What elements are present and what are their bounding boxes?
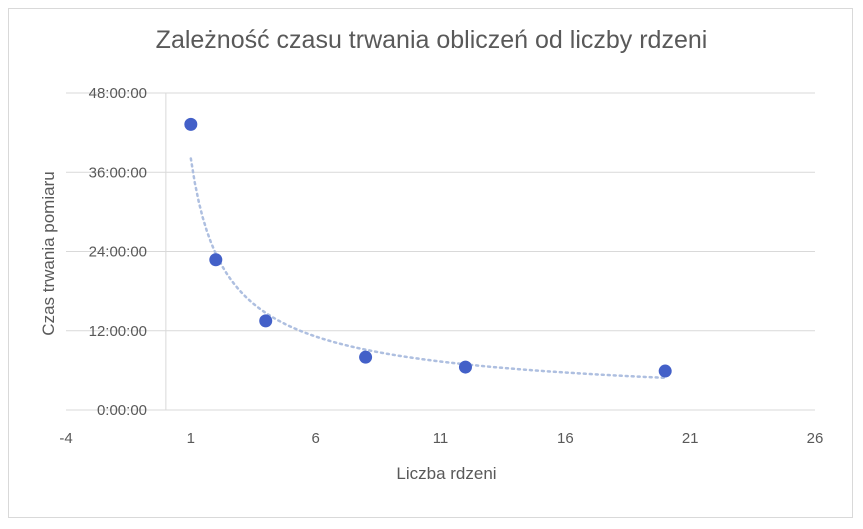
y-tick-label: 48:00:00 bbox=[89, 85, 147, 102]
x-tick-label: 6 bbox=[311, 430, 319, 447]
x-tick-label: 21 bbox=[682, 430, 699, 447]
y-tick-label: 0:00:00 bbox=[97, 402, 147, 419]
x-tick-label: 11 bbox=[433, 430, 449, 447]
data-point bbox=[359, 350, 373, 364]
axes bbox=[66, 93, 815, 411]
data-point bbox=[259, 314, 273, 328]
x-tick-label: 26 bbox=[807, 430, 824, 447]
y-tick-label: 12:00:00 bbox=[89, 323, 147, 340]
trendline bbox=[189, 157, 667, 380]
x-tick-label: 1 bbox=[187, 430, 195, 447]
data-point bbox=[209, 253, 223, 267]
data-point bbox=[658, 364, 672, 378]
tick-labels: 0:00:00 12:00:00 24:00:00 36:00:00 48:00:00 -… bbox=[59, 85, 823, 447]
x-axis-title: Liczba rdzeni bbox=[396, 464, 496, 483]
y-tick-label: 36:00:00 bbox=[89, 164, 147, 181]
data-point bbox=[184, 117, 198, 131]
y-tick-label: 24:00:00 bbox=[89, 244, 147, 261]
x-tick-label: 16 bbox=[557, 430, 574, 447]
chart-title: Zależność czasu trwania obliczeń od licz… bbox=[155, 26, 708, 54]
y-axis-title: Czas trwania pomiaru bbox=[39, 171, 58, 335]
data-point bbox=[458, 360, 472, 374]
trendline-group bbox=[189, 157, 667, 380]
data-points bbox=[184, 117, 672, 378]
grid-lines bbox=[66, 92, 815, 332]
x-tick-label: -4 bbox=[59, 430, 72, 447]
